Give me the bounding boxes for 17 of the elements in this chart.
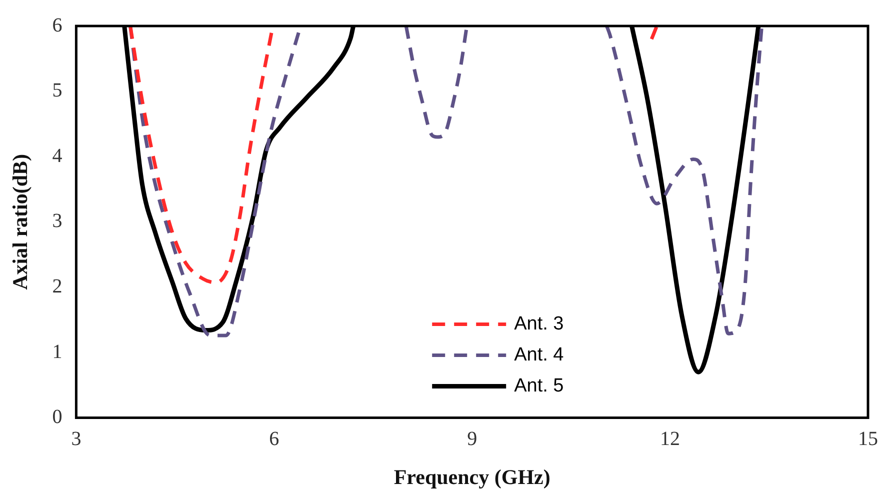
y-axis-title: Axial ratio(dB) xyxy=(8,154,32,290)
y-tick-label: 5 xyxy=(52,80,62,102)
legend-label: Ant. 4 xyxy=(514,344,564,366)
y-tick-label: 1 xyxy=(52,340,62,363)
x-tick-label: 12 xyxy=(660,428,680,450)
x-tick-label: 9 xyxy=(467,428,478,450)
legend-label: Ant. 5 xyxy=(514,376,564,397)
y-tick-label: 0 xyxy=(52,406,62,428)
x-tick-label: 6 xyxy=(269,428,280,450)
y-tick-label: 6 xyxy=(52,14,62,36)
x-axis-title: Frequency (GHz) xyxy=(394,464,550,489)
legend-label: Ant. 3 xyxy=(514,314,564,335)
y-tick-label: 3 xyxy=(52,210,62,232)
y-tick-label: 2 xyxy=(52,275,62,298)
x-tick-label: 3 xyxy=(71,428,82,450)
y-tick-label: 4 xyxy=(52,144,62,167)
x-tick-label: 15 xyxy=(858,428,878,450)
